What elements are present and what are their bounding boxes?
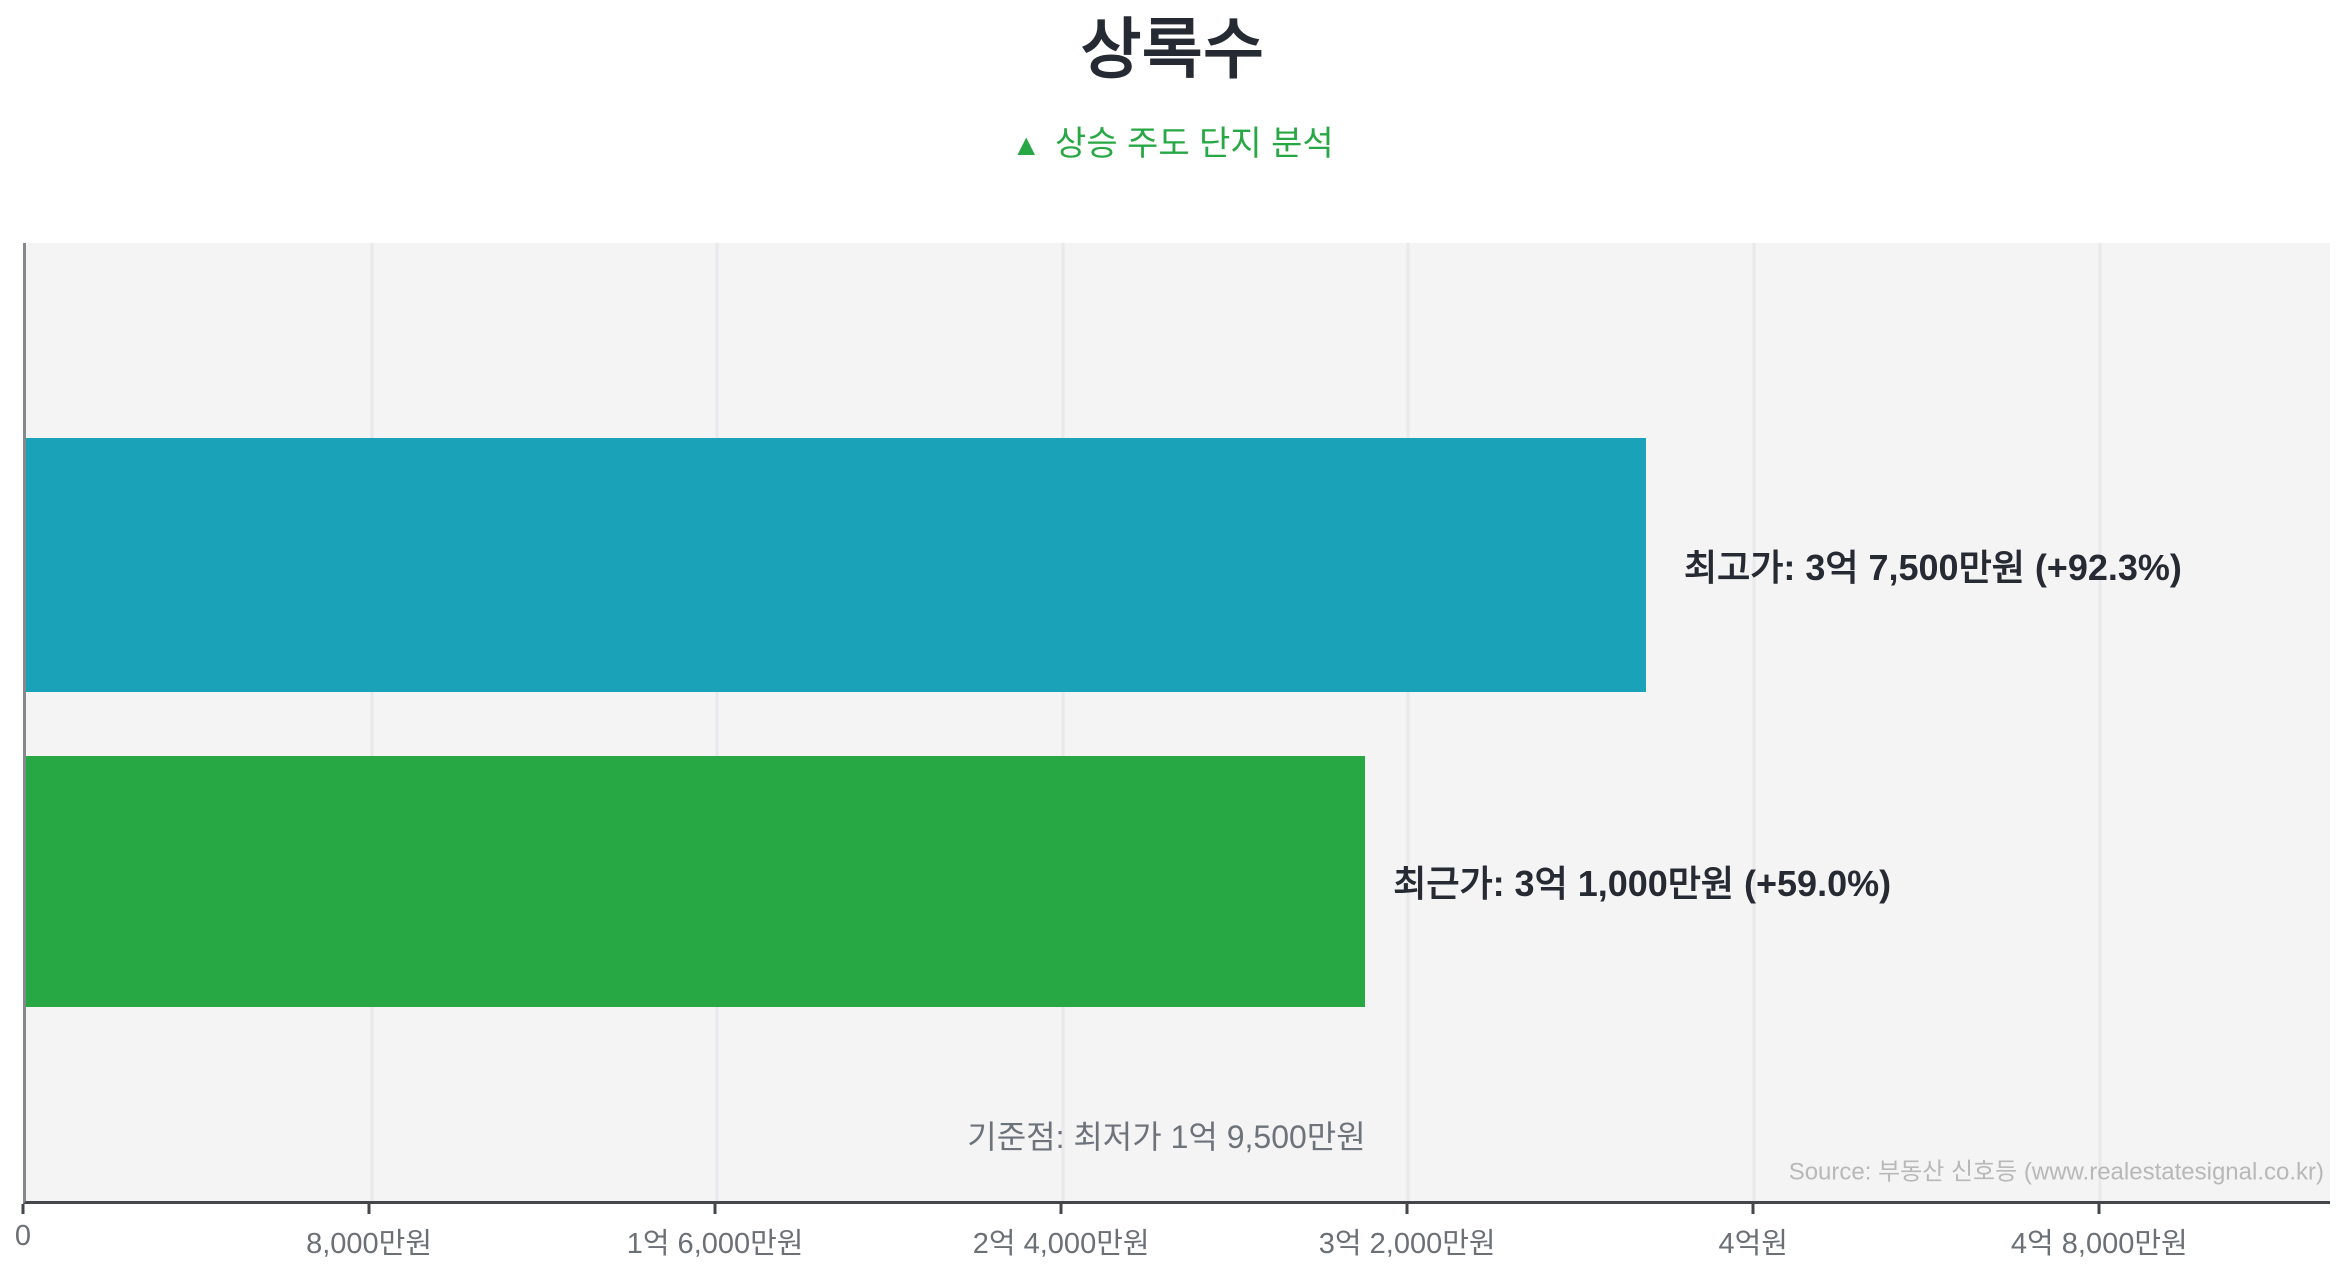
x-tick-mark [2097, 1204, 2101, 1214]
gridline [1061, 243, 1065, 1201]
bar-value-label: 최근가: 3억 1,000만원 (+59.0%) [1393, 863, 1892, 905]
gridline [1406, 243, 1410, 1201]
bar-최근가[interactable] [26, 756, 1366, 1007]
subtitle-text: 상승 주도 단지 분석 [1055, 125, 1334, 163]
gridline [1752, 243, 1756, 1201]
up-triangle-icon: ▲ [1011, 129, 1042, 162]
baseline-annotation: 기준점: 최저가 1억 9,500만원 [967, 1118, 1366, 1155]
x-tick-mark [1751, 1204, 1755, 1214]
source-credit: Source: 부동산 신호등 (www.realestatesignal.co… [1788, 1158, 2324, 1186]
gridline [370, 243, 374, 1201]
x-tick-mark [713, 1204, 717, 1214]
gridline [2098, 243, 2102, 1201]
plot-area: 기준점: 최저가 1억 9,500만원 Source: 부동산 신호등 (www… [23, 243, 2330, 1204]
bar-value-label: 최고가: 3억 7,500만원 (+92.3%) [1684, 547, 2182, 589]
x-axis: 0 8,000만원 1억 6,000만원 2억 4,000만원 3억 2,000만원 4억… [15, 1204, 2330, 1268]
bar-최고가[interactable] [26, 438, 1646, 693]
gridline [715, 243, 719, 1201]
x-tick-mark [21, 1204, 25, 1214]
x-tick-label: 1억 6,000만원 [626, 1228, 804, 1260]
x-tick-mark [1405, 1204, 1409, 1214]
x-tick-label: 4억 8,000만원 [2010, 1228, 2188, 1260]
x-tick-label: 0 [14, 1220, 32, 1252]
chart-subtitle: ▲ 상승 주도 단지 분석 [0, 116, 2345, 165]
x-tick-label: 8,000만원 [306, 1228, 433, 1260]
chart-title: 상록수 [1080, 12, 1265, 86]
x-tick-mark [1059, 1204, 1063, 1214]
x-tick-label: 2억 4,000만원 [972, 1228, 1150, 1260]
x-tick-mark [367, 1204, 371, 1214]
x-tick-label: 3억 2,000만원 [1318, 1228, 1496, 1260]
x-tick-label: 4억원 [1718, 1228, 1789, 1260]
